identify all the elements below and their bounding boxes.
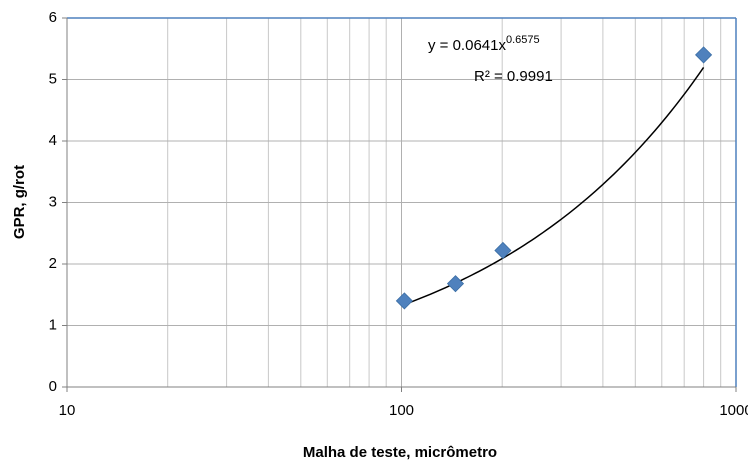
equation: y = 0.0641x0.6575 [428,34,540,54]
y-tick-label: 0 [49,378,57,395]
y-tick-label: 4 [49,132,57,149]
y-axis-title: GPR, g/rot [11,165,28,239]
trendline [404,67,705,306]
data-point [395,292,413,310]
data-point [695,46,713,64]
equation-base: y = 0.0641x [428,37,506,54]
y-tick-label: 2 [49,255,57,272]
x-tick-label: 1000 [719,402,748,419]
y-tick-label: 5 [49,70,57,87]
r-squared: R² = 0.9991 [474,68,553,85]
equation-exponent: 0.6575 [506,34,540,46]
data-point [494,241,512,260]
x-axis-title: Malha de teste, micrômetro [303,444,497,461]
x-tick-label: 100 [389,402,414,419]
data-point [446,275,465,293]
y-tick-label: 1 [49,316,57,333]
x-tick-label: 10 [59,402,76,419]
y-tick-label: 3 [49,193,57,210]
y-tick-label: 6 [49,9,57,26]
